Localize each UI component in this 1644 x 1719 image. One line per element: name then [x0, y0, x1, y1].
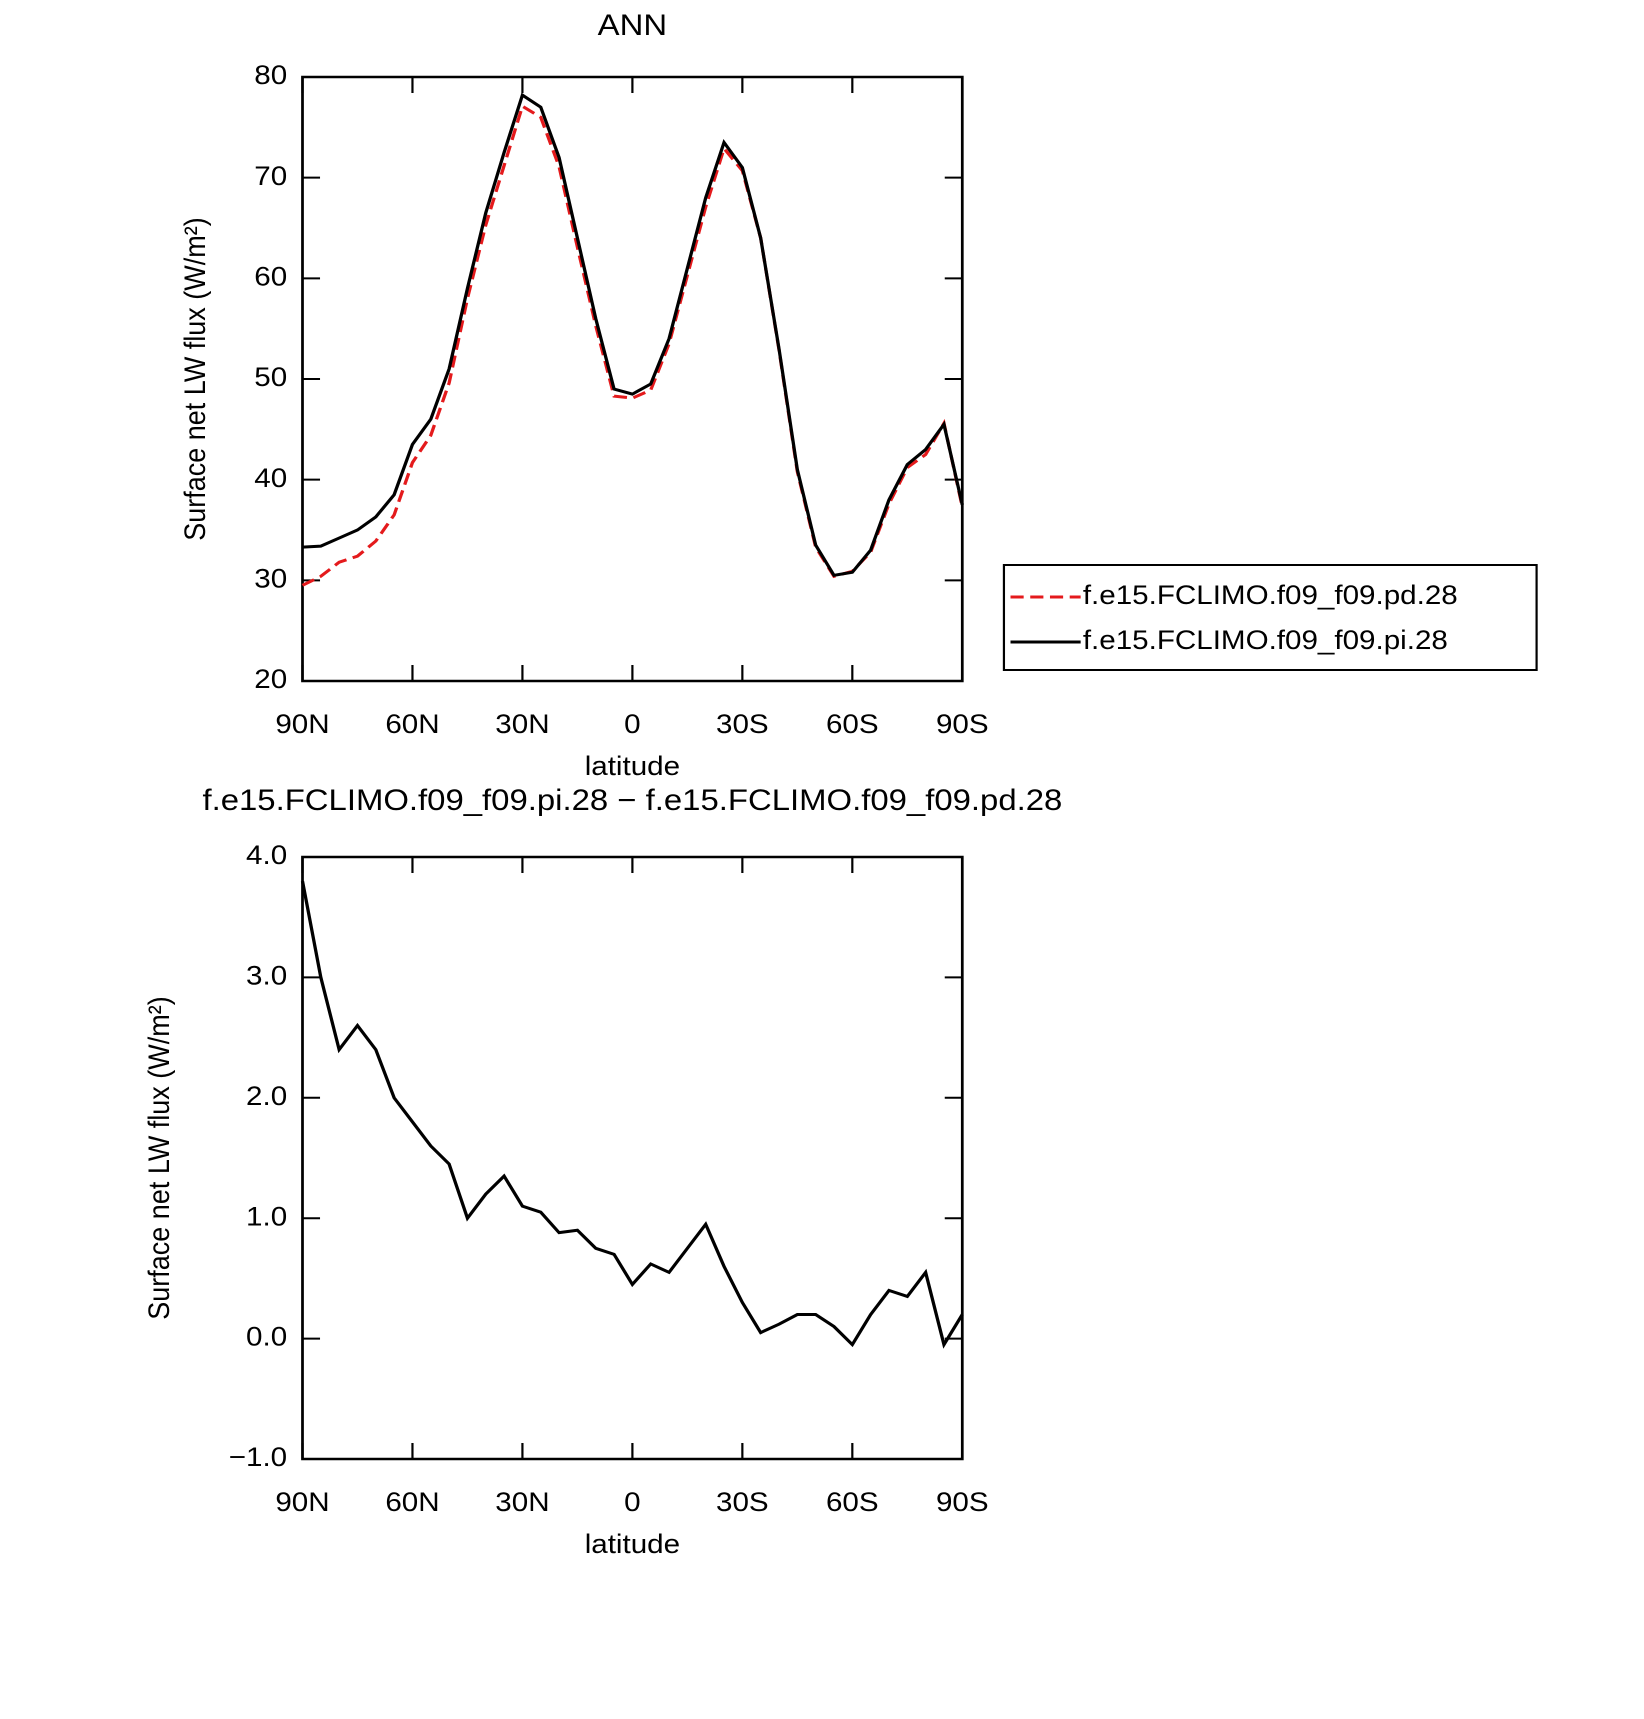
y-axis-label: Surface net LW flux (W/m²) [143, 996, 176, 1319]
x-tick-label: 90S [936, 709, 989, 740]
y-tick-label: 30 [254, 564, 287, 595]
data-line [302, 92, 964, 577]
plot-frame [301, 75, 964, 683]
x-tick-label: 90S [936, 1487, 989, 1518]
plot-frame [301, 855, 964, 1461]
chart-title: f.e15.FCLIMO.f09_f09.pi.28 − f.e15.FCLIM… [202, 783, 1062, 816]
x-tick-label: 90N [275, 1487, 329, 1518]
legend-label: f.e15.FCLIMO.f09_f09.pd.28 [1083, 580, 1458, 611]
y-tick-label: 40 [254, 463, 287, 494]
x-axis-label: latitude [585, 1529, 680, 1560]
y-tick-label: 3.0 [246, 961, 287, 992]
data-line [300, 880, 964, 1349]
x-tick-label: 30S [716, 709, 769, 740]
y-tick-label: 80 [254, 60, 287, 91]
x-tick-label: 0 [624, 1487, 640, 1518]
y-tick-label: 20 [254, 664, 287, 695]
y-tick-label: 0.0 [246, 1322, 287, 1353]
y-tick-label: 50 [254, 362, 287, 393]
x-tick-label: 30N [495, 1487, 549, 1518]
x-tick-label: 60S [826, 709, 879, 740]
x-tick-label: 60S [826, 1487, 879, 1518]
y-tick-label: 60 [254, 262, 287, 293]
y-axis-label: Surface net LW flux (W/m²) [179, 217, 212, 540]
x-tick-label: 30N [495, 709, 549, 740]
x-axis-label: latitude [585, 751, 680, 782]
legend-label: f.e15.FCLIMO.f09_f09.pi.28 [1083, 625, 1448, 656]
y-tick-label: 4.0 [246, 840, 287, 871]
x-tick-label: 0 [624, 709, 640, 740]
y-tick-label: 2.0 [246, 1081, 287, 1112]
chart-title: ANN [598, 8, 667, 41]
legend-box [1002, 564, 1538, 671]
data-line [301, 103, 964, 587]
y-tick-label: 70 [254, 161, 287, 192]
x-tick-label: 90N [275, 709, 329, 740]
x-tick-label: 60N [385, 709, 439, 740]
y-tick-label: −1.0 [229, 1442, 287, 1473]
x-tick-label: 30S [716, 1487, 769, 1518]
x-tick-label: 60N [385, 1487, 439, 1518]
y-tick-label: 1.0 [246, 1202, 287, 1233]
